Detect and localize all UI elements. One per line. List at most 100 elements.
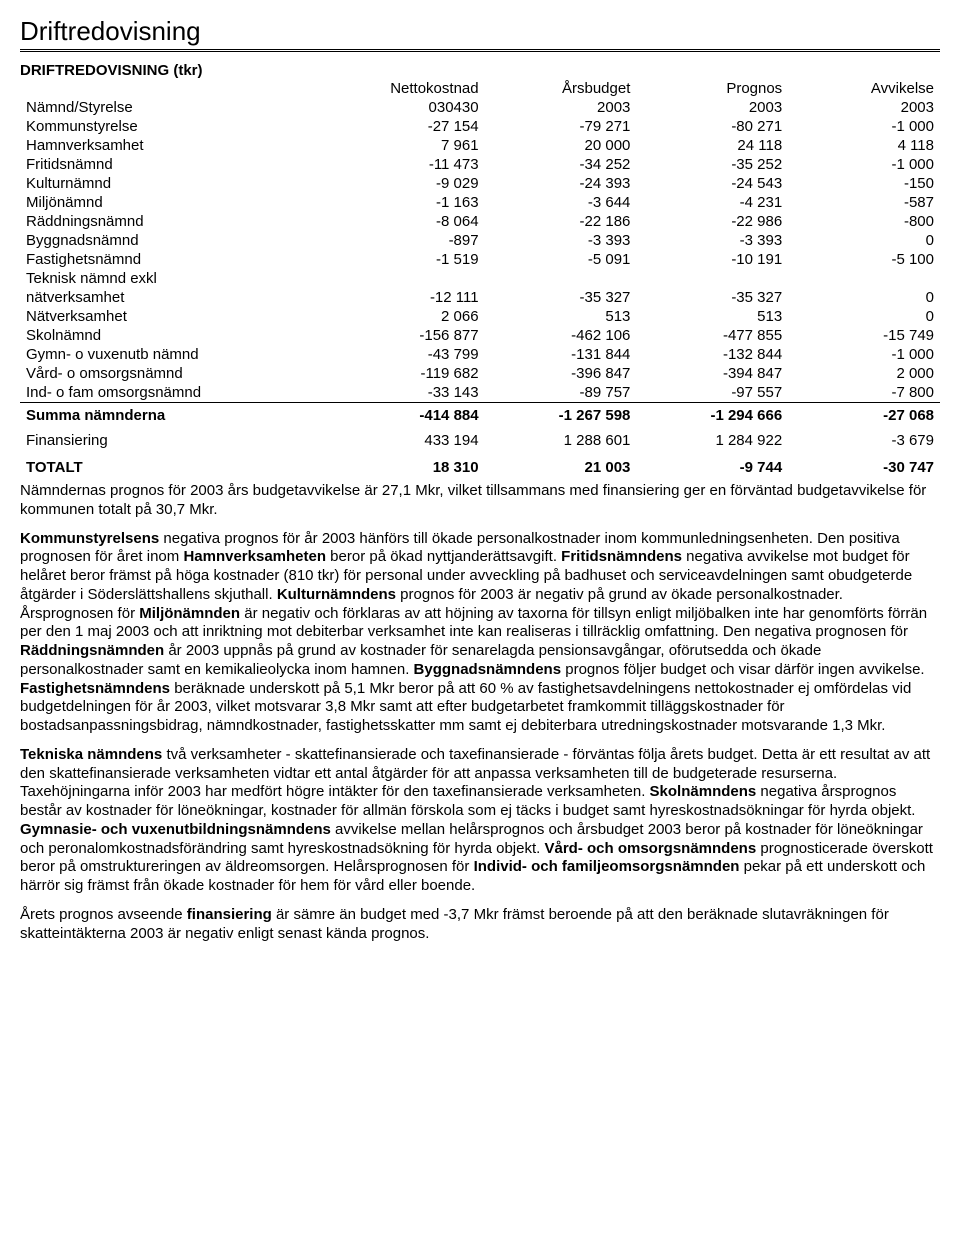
body-text: Nämndernas prognos för 2003 års budgetav…: [20, 482, 940, 943]
row-c4: -150: [788, 174, 940, 193]
table-row: Gymn- o vuxenutb nämnd-43 799-131 844-13…: [20, 345, 940, 364]
row-label: Fritidsnämnd: [20, 155, 333, 174]
row-c2: -35 327: [485, 288, 637, 307]
table-row: Fastighetsnämnd-1 519-5 091-10 191-5 100: [20, 250, 940, 269]
row-c2: [485, 269, 637, 288]
totalt-c3: -9 744: [636, 453, 788, 482]
para-2: Kommunstyrelsens negativa prognos för år…: [20, 530, 940, 736]
row-c4: 0: [788, 288, 940, 307]
col1-top: Nettokostnad: [333, 79, 485, 98]
table-row: Byggnadsnämnd-897-3 393-3 3930: [20, 231, 940, 250]
row-c3: -22 986: [636, 212, 788, 231]
row-c4: [788, 269, 940, 288]
bold-kommunstyrelsens: Kommunstyrelsens: [20, 530, 159, 547]
row-c1: 2 066: [333, 307, 485, 326]
col-label-top: [20, 79, 333, 98]
row-c4: 2 000: [788, 364, 940, 383]
row-c2: -24 393: [485, 174, 637, 193]
row-label: Kulturnämnd: [20, 174, 333, 193]
row-c2: -3 393: [485, 231, 637, 250]
row-c1: -8 064: [333, 212, 485, 231]
row-c1: -119 682: [333, 364, 485, 383]
row-label: Fastighetsnämnd: [20, 250, 333, 269]
row-label: Teknisk nämnd exkl: [20, 269, 333, 288]
row-c2: -89 757: [485, 383, 637, 403]
row-c1: -12 111: [333, 288, 485, 307]
bold-kultur: Kulturnämndens: [277, 586, 396, 603]
col3-top: Prognos: [636, 79, 788, 98]
table-row: Fritidsnämnd-11 473-34 252-35 252-1 000: [20, 155, 940, 174]
row-c3: -35 327: [636, 288, 788, 307]
summa-label: Summa nämnderna: [20, 403, 333, 429]
row-c1: -43 799: [333, 345, 485, 364]
bold-skol: Skolnämndens: [650, 783, 757, 800]
row-c2: -5 091: [485, 250, 637, 269]
finans-c4: -3 679: [788, 428, 940, 453]
row-c2: -131 844: [485, 345, 637, 364]
text-2n: prognos följer budget och visar därför i…: [561, 661, 925, 678]
summa-c2: -1 267 598: [485, 403, 637, 429]
bold-individ: Individ- och familjeomsorgsnämnden: [474, 858, 740, 875]
row-c3: -97 557: [636, 383, 788, 403]
row-c3: -80 271: [636, 117, 788, 136]
col2-bottom: 2003: [485, 98, 637, 117]
row-c1: -1 519: [333, 250, 485, 269]
table-row: Kommunstyrelse-27 154-79 271-80 271-1 00…: [20, 117, 940, 136]
row-label: Byggnadsnämnd: [20, 231, 333, 250]
row-c2: 20 000: [485, 136, 637, 155]
row-c3: 513: [636, 307, 788, 326]
summa-c4: -27 068: [788, 403, 940, 429]
row-c3: -394 847: [636, 364, 788, 383]
table-row: Miljönämnd-1 163-3 644-4 231-587: [20, 193, 940, 212]
row-label: nätverksamhet: [20, 288, 333, 307]
row-c1: 7 961: [333, 136, 485, 155]
row-label: Ind- o fam omsorgsnämnd: [20, 383, 333, 403]
col4-top: Avvikelse: [788, 79, 940, 98]
bold-vard: Vård- och omsorgsnämndens: [544, 840, 756, 857]
row-c3: -10 191: [636, 250, 788, 269]
row-c2: -79 271: [485, 117, 637, 136]
bold-hamn: Hamnverksamheten: [183, 548, 326, 565]
row-label: Räddningsnämnd: [20, 212, 333, 231]
finans-label: Finansiering: [20, 428, 333, 453]
row-c3: -3 393: [636, 231, 788, 250]
table-row: Vård- o omsorgsnämnd-119 682-396 847-394…: [20, 364, 940, 383]
row-label: Nätverksamhet: [20, 307, 333, 326]
row-c4: 4 118: [788, 136, 940, 155]
col4-bottom: 2003: [788, 98, 940, 117]
table-row: Skolnämnd-156 877-462 106-477 855-15 749: [20, 326, 940, 345]
bold-byggnad: Byggnadsnämndens: [414, 661, 562, 678]
row-c3: [636, 269, 788, 288]
bold-gymn: Gymnasie- och vuxenutbildningsnämndens: [20, 821, 331, 838]
table-subtitle: DRIFTREDOVISNING (tkr): [20, 62, 940, 79]
table-row: nätverksamhet-12 111-35 327-35 3270: [20, 288, 940, 307]
table-row: Ind- o fam omsorgsnämnd-33 143-89 757-97…: [20, 383, 940, 403]
row-c4: -5 100: [788, 250, 940, 269]
finans-c3: 1 284 922: [636, 428, 788, 453]
bold-raddning: Räddningsnämnden: [20, 642, 164, 659]
totalt-c4: -30 747: [788, 453, 940, 482]
bold-tekniska: Tekniska nämndens: [20, 746, 162, 763]
row-c2: -22 186: [485, 212, 637, 231]
row-c3: -35 252: [636, 155, 788, 174]
row-c3: -24 543: [636, 174, 788, 193]
bold-finans: finansiering: [187, 906, 272, 923]
bold-fastighet: Fastighetsnämndens: [20, 680, 170, 697]
row-c4: -7 800: [788, 383, 940, 403]
col1-bottom: 030430: [333, 98, 485, 117]
summa-c1: -414 884: [333, 403, 485, 429]
row-c4: 0: [788, 307, 940, 326]
drift-table: Nettokostnad Årsbudget Prognos Avvikelse…: [20, 79, 940, 482]
row-c3: 24 118: [636, 136, 788, 155]
row-label: Miljönämnd: [20, 193, 333, 212]
totalt-c2: 21 003: [485, 453, 637, 482]
table-row: Kulturnämnd-9 029-24 393-24 543-150: [20, 174, 940, 193]
table-row: Nätverksamhet2 0665135130: [20, 307, 940, 326]
row-c2: 513: [485, 307, 637, 326]
text-4a: Årets prognos avseende: [20, 906, 187, 923]
table-row: Räddningsnämnd-8 064-22 186-22 986-800: [20, 212, 940, 231]
summa-c3: -1 294 666: [636, 403, 788, 429]
row-c1: -897: [333, 231, 485, 250]
col3-bottom: 2003: [636, 98, 788, 117]
row-label: Skolnämnd: [20, 326, 333, 345]
